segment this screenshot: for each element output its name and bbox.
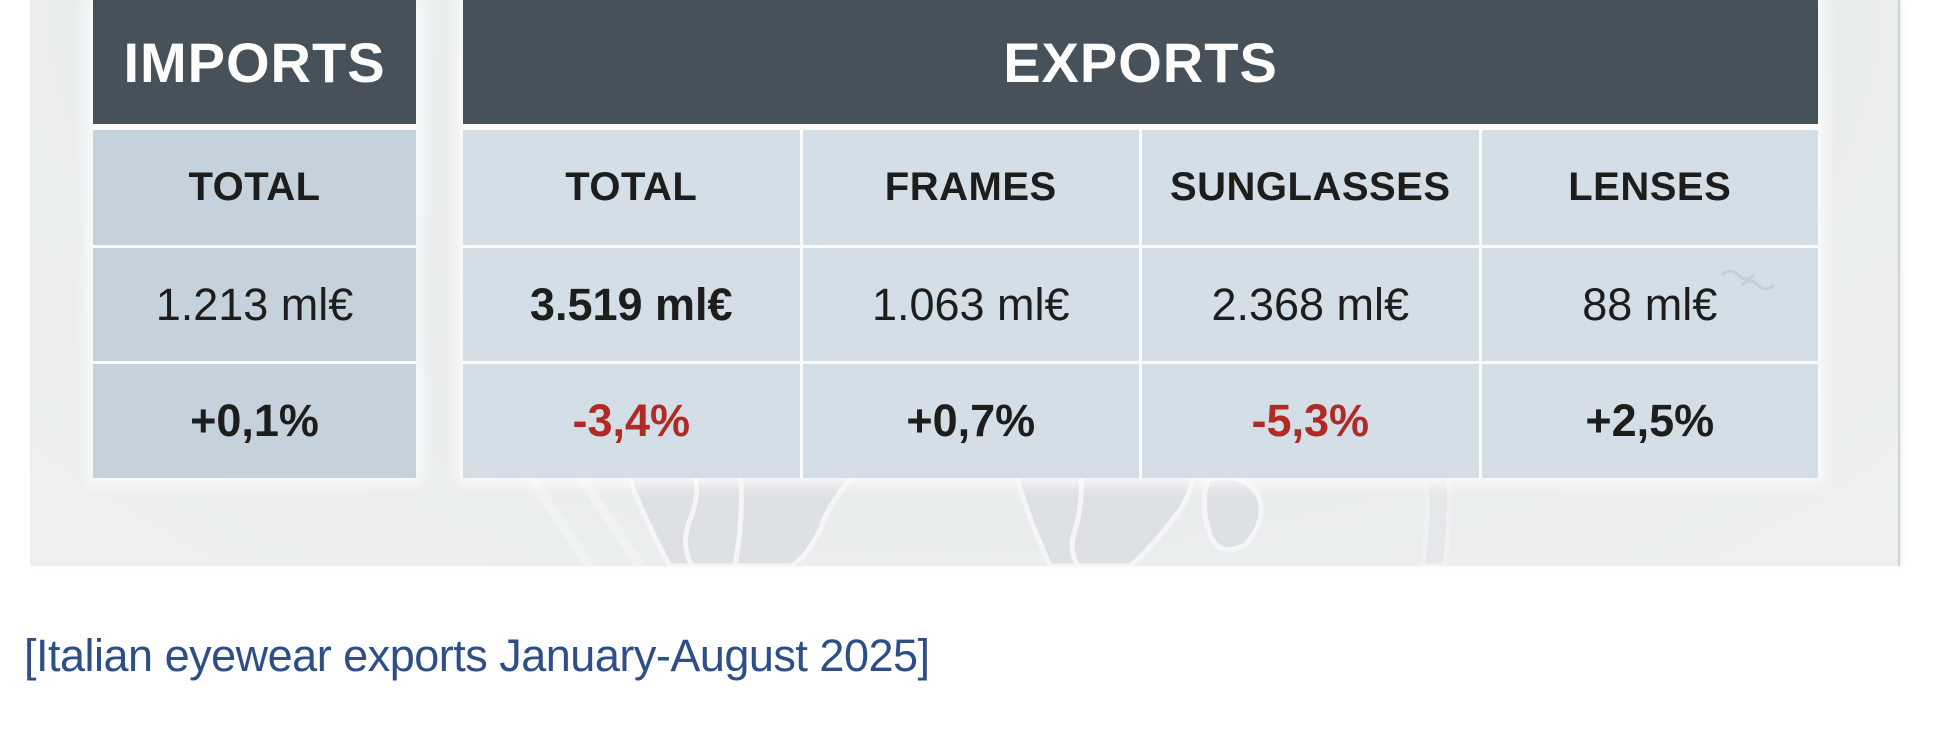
imports-total-label: TOTAL	[93, 130, 416, 245]
exports-column-lenses: LENSES 88 ml€ +2,5%	[1481, 130, 1818, 478]
exports-sunglasses-change: -5,3%	[1142, 364, 1479, 478]
exports-sunglasses-label: SUNGLASSES	[1142, 130, 1479, 245]
exports-total-value: 3.519 ml€	[463, 248, 800, 361]
exports-total-change: -3,4%	[463, 364, 800, 478]
imports-header: IMPORTS	[93, 0, 416, 124]
exports-frames-change: +0,7%	[802, 364, 1139, 478]
exports-lenses-label: LENSES	[1481, 130, 1818, 245]
exports-lenses-change: +2,5%	[1481, 364, 1818, 478]
exports-sunglasses-value: 2.368 ml€	[1142, 248, 1479, 361]
imports-total-value: 1.213 ml€	[93, 248, 416, 361]
exports-frames-value: 1.063 ml€	[802, 248, 1139, 361]
exports-column-sunglasses: SUNGLASSES 2.368 ml€ -5,3%	[1142, 130, 1479, 478]
imports-table: IMPORTS TOTAL 1.213 ml€ +0,1%	[93, 0, 416, 478]
exports-column-total: TOTAL 3.519 ml€ -3,4%	[463, 130, 800, 478]
exports-frames-label: FRAMES	[802, 130, 1139, 245]
eyewear-trade-infographic: IMPORTS TOTAL 1.213 ml€ +0,1% EXPORTS TO…	[30, 0, 1900, 566]
exports-column-frames: FRAMES 1.063 ml€ +0,7%	[802, 130, 1139, 478]
wave-squiggle-watermark	[1720, 269, 1776, 291]
exports-lenses-value: 88 ml€	[1481, 248, 1818, 361]
exports-table: EXPORTS TOTAL 3.519 ml€ -3,4% FRAMES 1.0…	[463, 0, 1818, 478]
exports-total-label: TOTAL	[463, 130, 800, 245]
figure-caption: [Italian eyewear exports January-August …	[24, 630, 930, 681]
imports-total-change: +0,1%	[93, 364, 416, 478]
exports-header: EXPORTS	[463, 0, 1818, 124]
